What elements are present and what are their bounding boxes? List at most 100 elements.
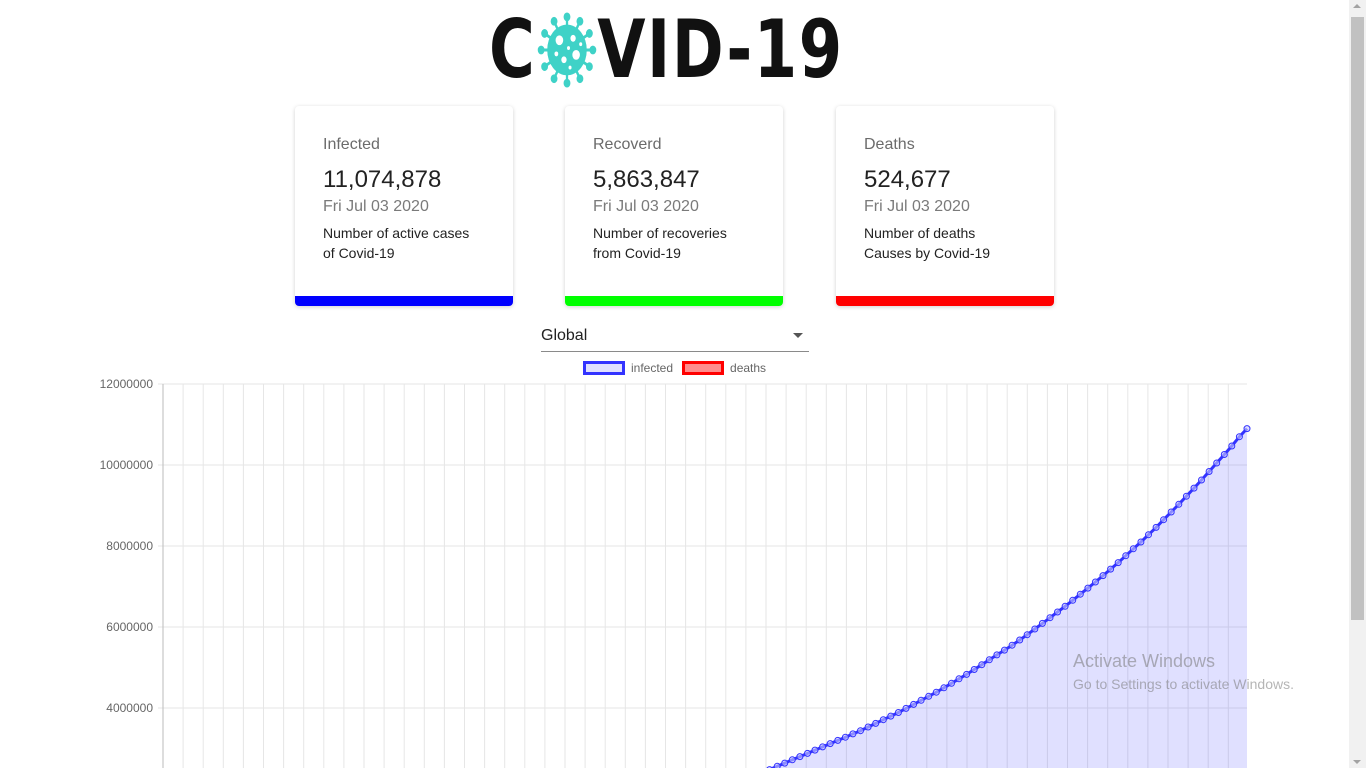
data-point-infected	[1235, 433, 1243, 441]
data-point-infected	[932, 688, 940, 696]
data-point-infected	[857, 727, 864, 735]
chart-legend: infected deaths	[583, 359, 775, 377]
vertical-scrollbar[interactable]	[1349, 0, 1366, 768]
data-point-infected	[1001, 646, 1008, 654]
data-point-infected	[1190, 484, 1198, 492]
card-date: Fri Jul 03 2020	[323, 198, 429, 215]
data-point-infected	[1220, 451, 1228, 458]
card-description-line: from Covid-19	[593, 245, 681, 261]
data-point-infected	[1228, 442, 1236, 450]
country-select[interactable]: Global	[541, 322, 809, 352]
data-point-infected	[1031, 625, 1039, 633]
card-recovered: Recoverd 5,863,847 Fri Jul 03 2020 Numbe…	[565, 106, 783, 306]
card-description-line: Causes by Covid-19	[864, 245, 991, 261]
card-description-line: Number of active cases	[323, 225, 470, 241]
chevron-down-icon[interactable]	[793, 333, 803, 338]
data-point-infected	[978, 661, 986, 669]
card-date: Fri Jul 03 2020	[593, 198, 699, 215]
card-value: 11,074,878	[323, 166, 442, 193]
data-point-infected	[948, 679, 955, 687]
card-description: Number of recoveries from Covid-19	[593, 223, 755, 263]
card-date: Fri Jul 03 2020	[864, 198, 970, 215]
data-point-infected	[1069, 596, 1077, 604]
logo-letter-c: C	[489, 3, 537, 96]
y-tick-label: 4000000	[106, 701, 153, 715]
data-point-infected	[894, 709, 902, 716]
watermark-subtitle: Go to Settings to activate Windows.	[1073, 676, 1294, 692]
data-point-infected	[834, 736, 842, 744]
data-point-infected	[1091, 578, 1099, 586]
data-point-infected	[1182, 492, 1190, 500]
data-point-infected	[841, 733, 849, 741]
data-point-infected	[985, 656, 993, 664]
legend-item-infected[interactable]: infected	[583, 361, 673, 375]
data-point-infected	[788, 756, 796, 764]
series-infected-area	[762, 428, 1247, 768]
data-point-infected	[1008, 641, 1016, 649]
data-point-infected	[1129, 545, 1137, 553]
data-point-infected	[1084, 584, 1092, 592]
scrollbar-thumb[interactable]	[1351, 17, 1364, 620]
card-deaths: Deaths 524,677 Fri Jul 03 2020 Number of…	[836, 106, 1054, 306]
data-point-infected	[970, 666, 978, 673]
data-point-infected	[925, 692, 933, 700]
data-point-infected	[955, 675, 963, 683]
card-description-line: Number of recoveries	[593, 225, 727, 241]
scroll-down-arrow-icon[interactable]	[1353, 760, 1361, 764]
logo-text-vid19: VID-19	[597, 3, 844, 96]
virus-icon	[537, 12, 597, 88]
card-description: Number of deaths Causes by Covid-19	[864, 223, 1026, 263]
data-point-infected	[1152, 523, 1160, 531]
data-point-infected	[1038, 619, 1046, 627]
legend-label: infected	[631, 361, 674, 375]
y-tick-label: 6000000	[106, 620, 153, 634]
card-title: Recoverd	[593, 136, 662, 153]
y-tick-label: 10000000	[100, 458, 154, 472]
app-logo: C VID-19	[489, 10, 944, 90]
data-point-infected	[1046, 614, 1054, 622]
data-point-infected	[1137, 538, 1145, 546]
data-point-infected	[879, 716, 887, 724]
data-point-infected	[796, 753, 804, 761]
data-point-infected	[1145, 531, 1152, 539]
activate-windows-watermark: Activate Windows Go to Settings to activ…	[1073, 651, 1294, 692]
data-point-infected	[902, 704, 910, 712]
data-point-infected	[849, 730, 857, 738]
legend-item-deaths[interactable]: deaths	[682, 361, 766, 375]
data-point-infected	[963, 670, 971, 678]
card-description: Number of active cases of Covid-19	[323, 223, 485, 263]
data-point-infected	[1160, 516, 1168, 524]
data-point-infected	[773, 762, 781, 768]
data-point-infected	[819, 743, 827, 751]
legend-swatch	[583, 361, 625, 375]
data-point-infected	[1167, 508, 1175, 516]
line-chart: 12000000 10000000 8000000 6000000 4000000	[100, 377, 1251, 768]
card-infected: Infected 11,074,878 Fri Jul 03 2020 Numb…	[295, 106, 513, 306]
data-point-infected	[1061, 602, 1069, 610]
card-title: Infected	[323, 136, 380, 153]
data-point-infected	[993, 651, 1001, 659]
card-title: Deaths	[864, 136, 915, 153]
data-point-infected	[826, 740, 834, 748]
data-point-infected	[1076, 590, 1084, 598]
data-point-infected	[872, 719, 880, 727]
data-point-infected	[1107, 565, 1115, 573]
data-point-infected	[1198, 476, 1205, 484]
scroll-up-arrow-icon[interactable]	[1353, 4, 1361, 8]
data-point-infected	[811, 746, 819, 754]
legend-label: deaths	[730, 361, 767, 375]
data-point-infected	[781, 759, 789, 767]
data-point-infected	[940, 684, 948, 692]
data-point-infected	[910, 700, 918, 708]
y-tick-label: 8000000	[106, 539, 153, 553]
watermark-title: Activate Windows	[1073, 651, 1216, 671]
data-point-infected	[1175, 500, 1183, 508]
card-color-bar	[836, 296, 1054, 306]
card-value: 524,677	[864, 166, 951, 193]
data-point-infected	[864, 723, 872, 731]
data-point-infected	[1243, 425, 1251, 433]
card-description-line: of Covid-19	[323, 245, 395, 261]
card-value: 5,863,847	[593, 166, 700, 193]
data-point-infected	[1114, 559, 1122, 567]
